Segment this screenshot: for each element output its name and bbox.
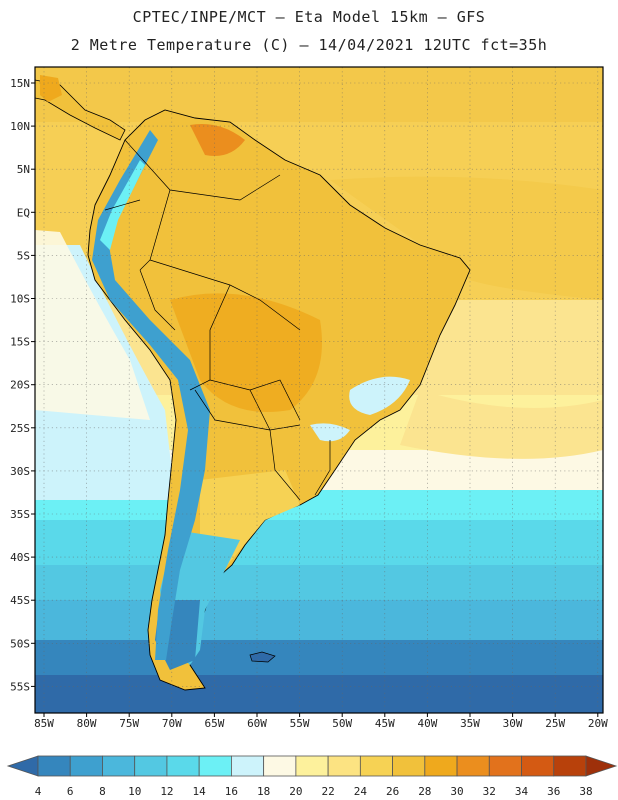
colorbar-label: 30 [450, 785, 463, 798]
band-12 [35, 565, 603, 600]
brazil-south-highlands [310, 423, 350, 442]
falkland-islands [249, 651, 276, 663]
atlantic-warm [330, 176, 603, 300]
colorbar-label: 16 [225, 785, 238, 798]
colorbar-label: 8 [99, 785, 106, 798]
colorbar-swatch [553, 755, 587, 777]
longitude-label: 40W [417, 717, 437, 730]
colorbar-arrow-high [585, 755, 618, 777]
latitude-label: 50S [10, 637, 30, 650]
colorbar-swatch [263, 755, 297, 777]
latitude-label: 10S [10, 293, 30, 306]
colorbar-label: 32 [483, 785, 496, 798]
colorbar-swatch [295, 755, 329, 777]
latitude-label: 10N [10, 120, 30, 133]
lat-lon-grid [35, 67, 603, 713]
brazil-highlands [349, 376, 410, 415]
band-caribbean [35, 67, 603, 122]
colorbar-label: 4 [35, 785, 42, 798]
latitude-label: 15S [10, 336, 30, 349]
longitude-label: 30W [503, 717, 523, 730]
colorbar-label: 24 [354, 785, 368, 798]
latitude-label: EQ [17, 206, 30, 219]
latitude-label: 40S [10, 551, 30, 564]
colorbar-swatch [392, 755, 426, 777]
band-10 [35, 600, 603, 640]
colorbar-swatch [102, 755, 136, 777]
colorbar-swatch [327, 755, 361, 777]
colorbar-swatch [37, 755, 71, 777]
latitude-labels: 15N 10N 5N EQ 5S 10S 15S 20S 25S 30S 35S 40S 45S 50S 5… [10, 77, 35, 693]
longitude-label: 35W [460, 717, 480, 730]
longitude-label: 65W [204, 717, 224, 730]
longitude-label: 70W [162, 717, 182, 730]
colorbar-label: 10 [128, 785, 141, 798]
andes-cold-spine [92, 130, 210, 660]
band-4 [35, 675, 603, 713]
colorbar-swatch [231, 755, 265, 777]
longitude-label: 20W [588, 717, 608, 730]
longitude-label: 55W [290, 717, 310, 730]
central-america-hot [40, 75, 62, 102]
colorbar-label: 18 [257, 785, 270, 798]
country-borders [104, 139, 331, 501]
colorbar: 4 6 8 10 12 14 16 18 20 22 24 26 28 30 32 34 36 38 [6, 755, 618, 798]
longitude-label: 85W [34, 717, 54, 730]
latitude-label: 5S [17, 249, 30, 262]
colorbar-label: 36 [547, 785, 560, 798]
longitude-label: 45W [375, 717, 395, 730]
title-line-1: CPTEC/INPE/MCT – Eta Model 15km – GFS [132, 8, 486, 26]
colorbar-swatch [359, 755, 393, 777]
longitude-labels: 85W 80W 75W 70W 65W 60W 55W 50W 45W 40W 35W 30W 25W 2… [34, 713, 608, 730]
colorbar-label: 38 [579, 785, 592, 798]
atlantic-mild [400, 390, 603, 459]
title-line-2: 2 Metre Temperature (C) – 14/04/2021 12U… [70, 36, 548, 54]
map-frame [34, 66, 604, 714]
colorbar-label: 22 [321, 785, 334, 798]
latitude-label: 35S [10, 508, 30, 521]
colorbar-label: 26 [386, 785, 399, 798]
longitude-label: 25W [545, 717, 565, 730]
colorbar-label: 12 [160, 785, 173, 798]
colorbar-arrow-low [6, 755, 39, 777]
longitude-label: 75W [119, 717, 139, 730]
colorbar-label: 34 [515, 785, 529, 798]
colorbar-swatch [166, 755, 200, 777]
continent [35, 75, 471, 691]
colorbar-label: 20 [289, 785, 302, 798]
colorbar-swatch [521, 755, 555, 777]
colorbar-swatch [198, 755, 232, 777]
hot-interior [170, 293, 322, 412]
colorbar-label: 28 [418, 785, 431, 798]
colorbar-swatch [456, 755, 490, 777]
latitude-label: 25S [10, 422, 30, 435]
latitude-label: 15N [10, 77, 30, 90]
longitude-label: 50W [332, 717, 352, 730]
colorbar-swatch [488, 755, 522, 777]
pacific-mild [35, 230, 150, 420]
longitude-label: 60W [247, 717, 267, 730]
band-6 [35, 640, 603, 675]
colorbar-swatch [424, 755, 458, 777]
latitude-label: 30S [10, 465, 30, 478]
latitude-label: 20S [10, 379, 30, 392]
hot-venezuela [190, 124, 245, 156]
latitude-label: 55S [10, 680, 30, 693]
colorbar-label: 6 [67, 785, 74, 798]
latitude-label: 45S [10, 594, 30, 607]
colorbar-swatch [69, 755, 103, 777]
colorbar-label: 14 [193, 785, 207, 798]
band-14 [35, 520, 603, 565]
longitude-label: 80W [77, 717, 97, 730]
latitude-label: 5N [17, 163, 30, 176]
colorbar-swatch [134, 755, 168, 777]
